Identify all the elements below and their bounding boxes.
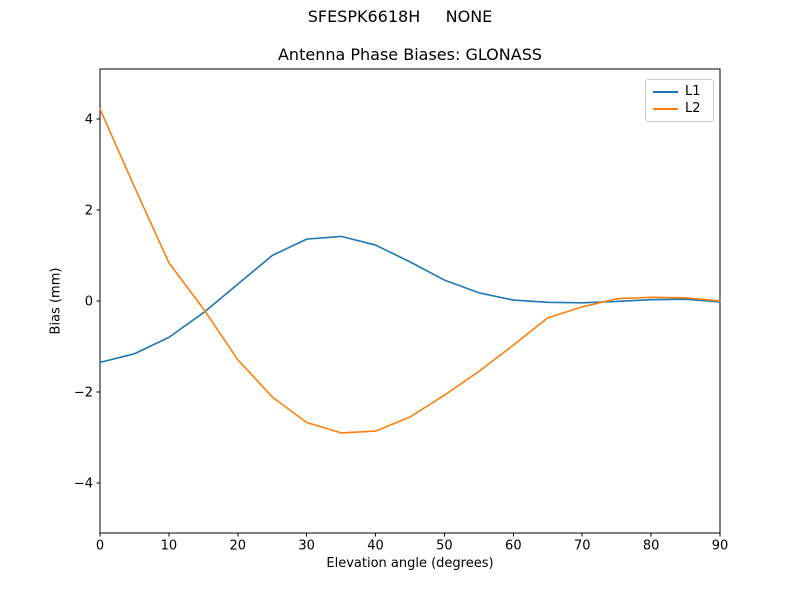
x-tick-label: 80 bbox=[643, 539, 660, 554]
x-tick-label: 10 bbox=[161, 539, 178, 554]
chart-title: Antenna Phase Biases: GLONASS bbox=[277, 45, 542, 64]
y-tick-label: −4 bbox=[74, 476, 93, 491]
legend-label-l1: L1 bbox=[685, 84, 701, 100]
x-tick-label: 90 bbox=[712, 539, 729, 554]
x-tick-label: 60 bbox=[505, 539, 522, 554]
figure-suptitle: SFESPK6618H NONE bbox=[307, 7, 493, 26]
x-tick-label: 50 bbox=[436, 539, 453, 554]
y-tick-label: 4 bbox=[85, 113, 93, 128]
y-tick-label: −2 bbox=[74, 385, 93, 400]
x-tick-label: 30 bbox=[298, 539, 315, 554]
legend-item-l1: L1 bbox=[653, 84, 706, 100]
y-axis-label: Bias (mm) bbox=[48, 267, 64, 335]
series-line-l1 bbox=[99, 235, 721, 364]
x-tick-label: 70 bbox=[574, 539, 591, 554]
legend: L1 L2 bbox=[645, 79, 714, 122]
series-line-l2 bbox=[99, 108, 721, 434]
x-axis-label: Elevation angle (degrees) bbox=[326, 556, 494, 571]
legend-label-l2: L2 bbox=[685, 100, 701, 116]
legend-item-l2: L2 bbox=[653, 101, 706, 117]
y-tick-label: 2 bbox=[85, 204, 93, 219]
y-tick-label: 0 bbox=[85, 295, 93, 310]
x-tick-label: 40 bbox=[367, 539, 384, 554]
legend-swatch-l2 bbox=[653, 107, 678, 110]
legend-swatch-l1 bbox=[653, 91, 678, 94]
x-tick-label: 0 bbox=[96, 539, 104, 554]
x-tick-label: 20 bbox=[230, 539, 247, 554]
